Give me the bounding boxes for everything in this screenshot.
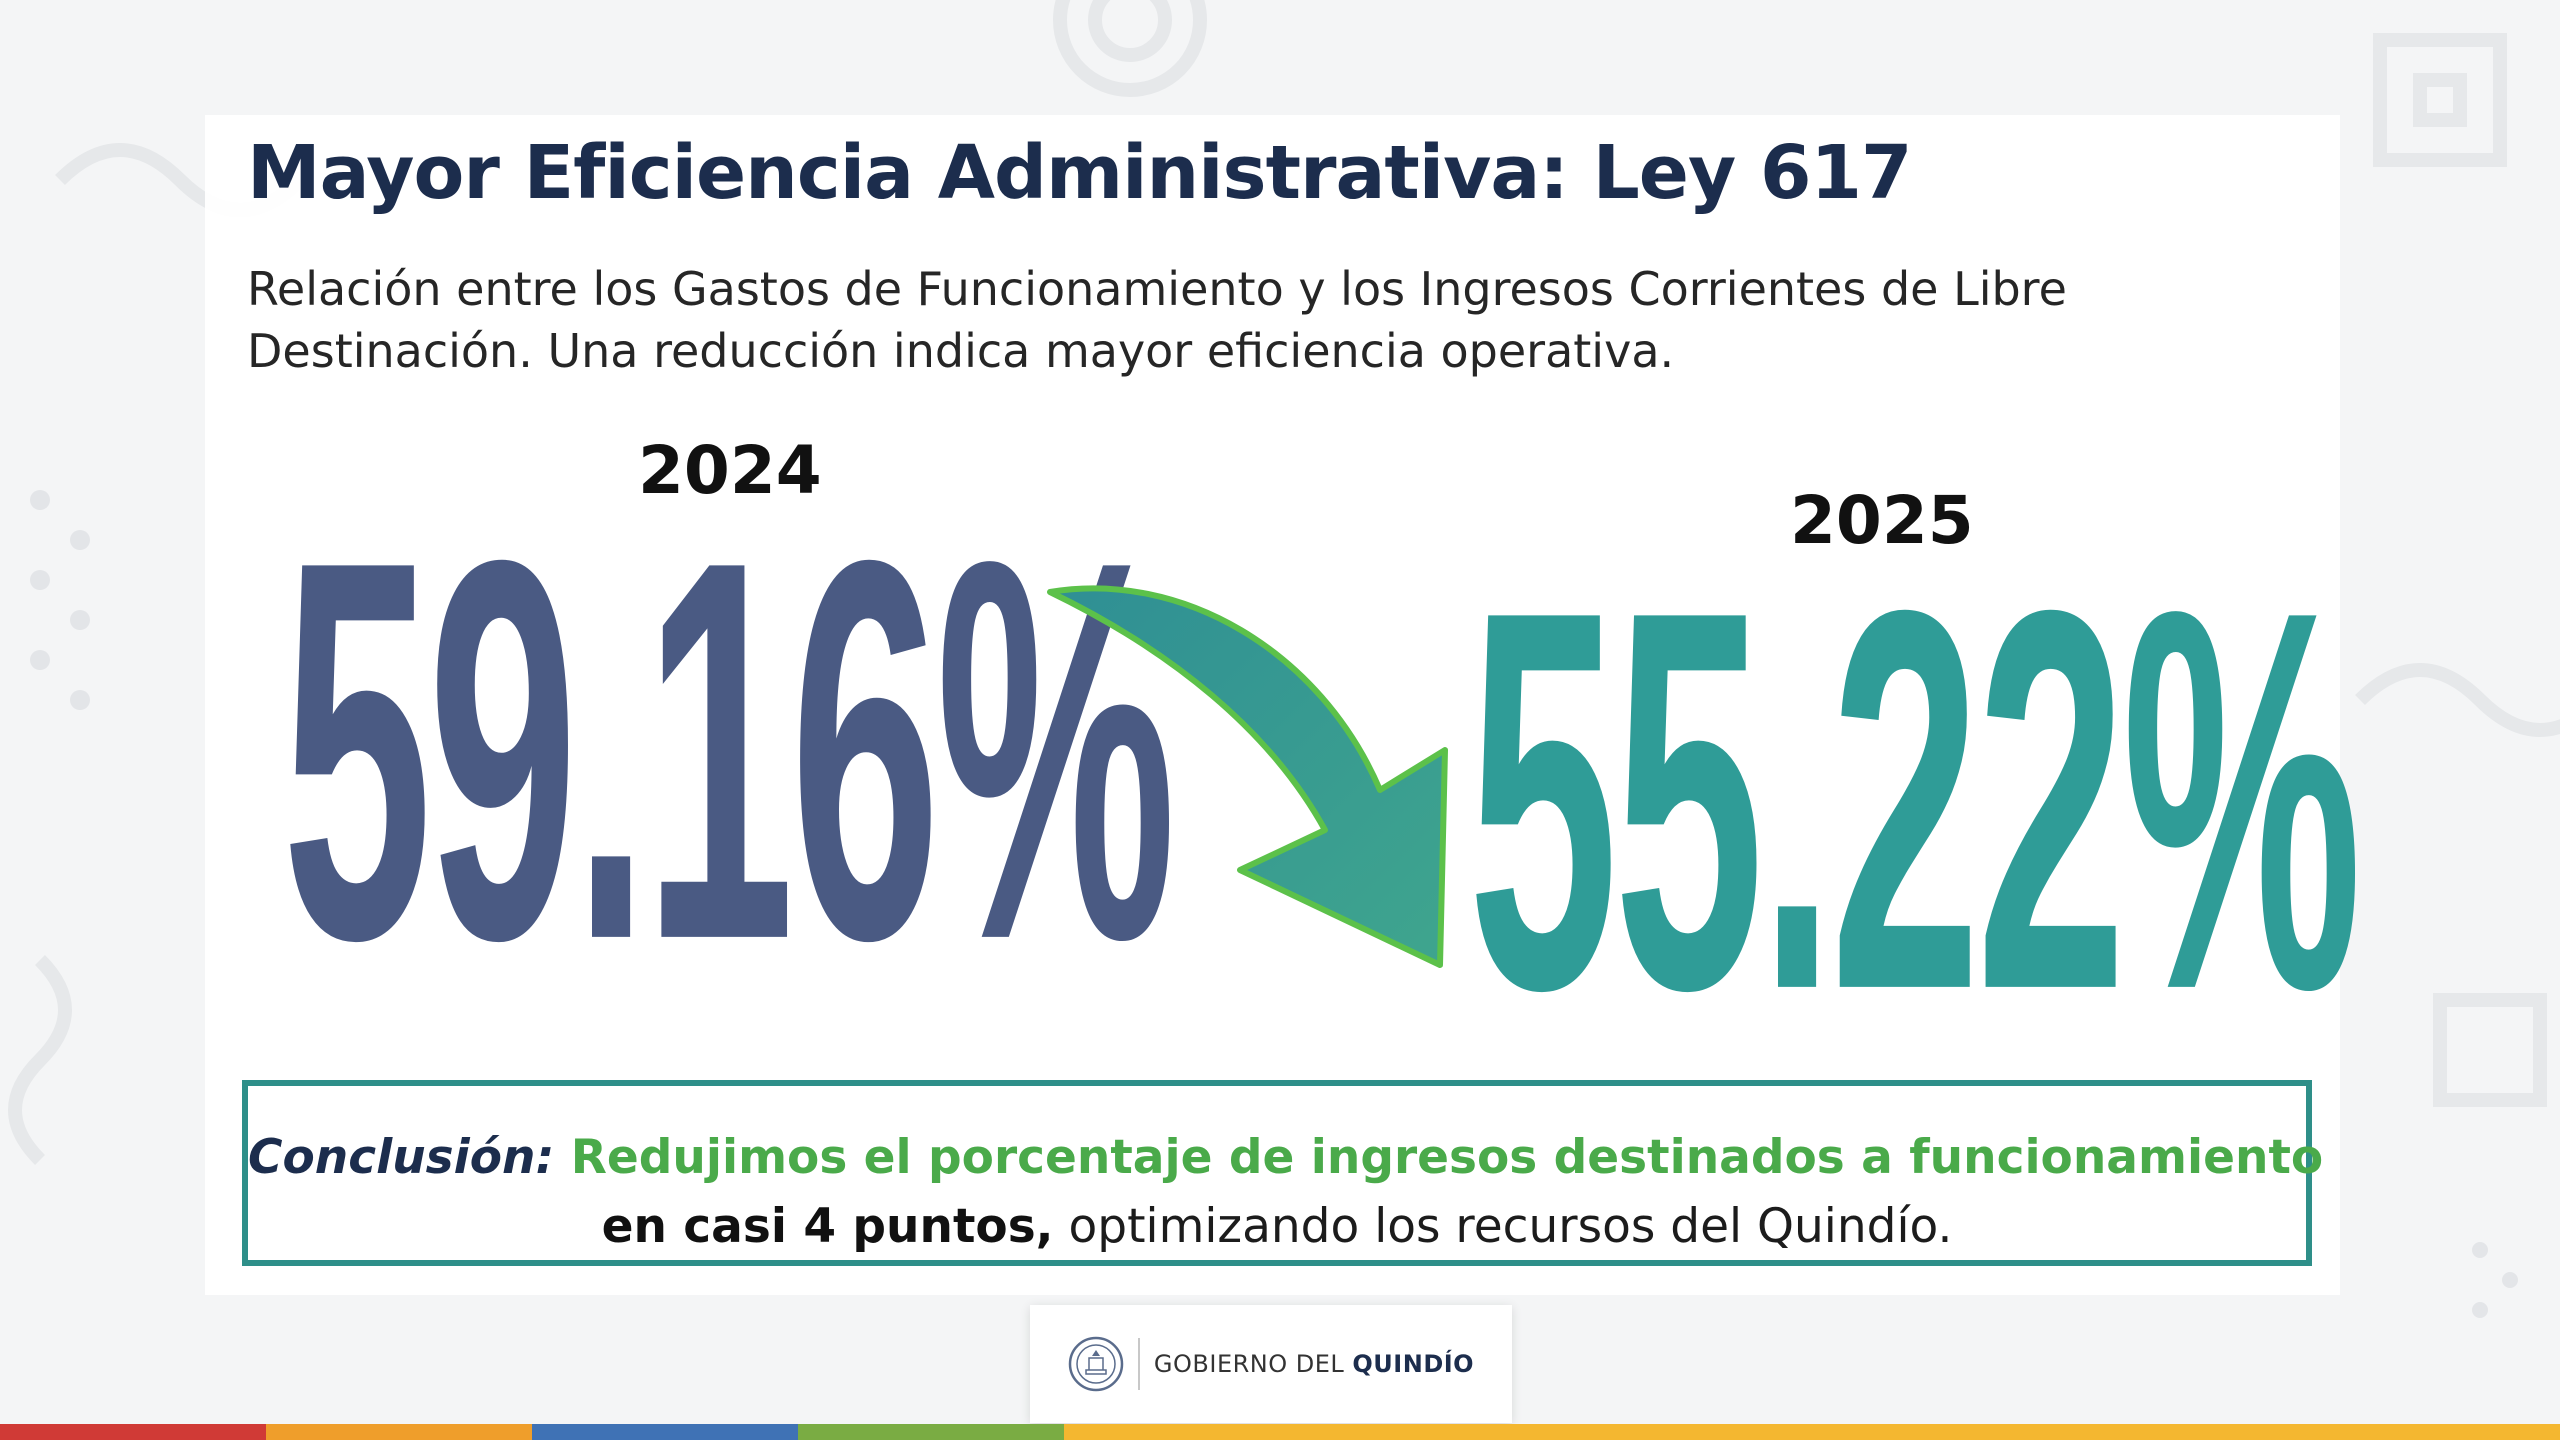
conclusion-line-1: Conclusión: Redujimos el porcentaje de i…	[248, 1130, 2323, 1185]
conclusion-line-2: en casi 4 puntos, optimizando los recurs…	[248, 1199, 2306, 1254]
conclusion-label: Conclusión:	[248, 1130, 555, 1185]
value-2025: 55.22%	[1468, 497, 2362, 1102]
stripe-yellow	[1064, 1424, 2560, 1440]
footer-color-stripe	[0, 1424, 2560, 1440]
conclusion-rest: optimizando los recursos del Quindío.	[1053, 1199, 1953, 1254]
logo-text-regular: GOBIERNO DEL	[1153, 1350, 1353, 1378]
conclusion-strong: en casi 4 puntos,	[601, 1199, 1054, 1254]
stripe-orange	[266, 1424, 532, 1440]
government-logo: GOBIERNO DEL QUINDÍO	[1030, 1305, 1512, 1423]
value-2024: 59.16%	[282, 447, 1176, 1052]
logo-text-bold: QUINDÍO	[1352, 1350, 1475, 1378]
stripe-green	[798, 1424, 1064, 1440]
logo-divider	[1137, 1338, 1140, 1390]
government-seal-icon	[1068, 1336, 1124, 1392]
curved-down-arrow-icon	[1047, 585, 1448, 968]
year-label-2024: 2024	[638, 432, 822, 509]
slide-title: Mayor Eficiencia Administrativa: Ley 617	[247, 130, 1912, 216]
conclusion-box: Conclusión: Redujimos el porcentaje de i…	[242, 1080, 2323, 1266]
stripe-blue	[532, 1424, 798, 1440]
slide-subtitle: Relación entre los Gastos de Funcionamie…	[247, 262, 2067, 378]
conclusion-highlight: Redujimos el porcentaje de ingresos dest…	[570, 1130, 2324, 1185]
logo-text: GOBIERNO DEL QUINDÍO	[1154, 1350, 1474, 1378]
stripe-red	[0, 1424, 266, 1440]
year-label-2025: 2025	[1790, 482, 1974, 559]
